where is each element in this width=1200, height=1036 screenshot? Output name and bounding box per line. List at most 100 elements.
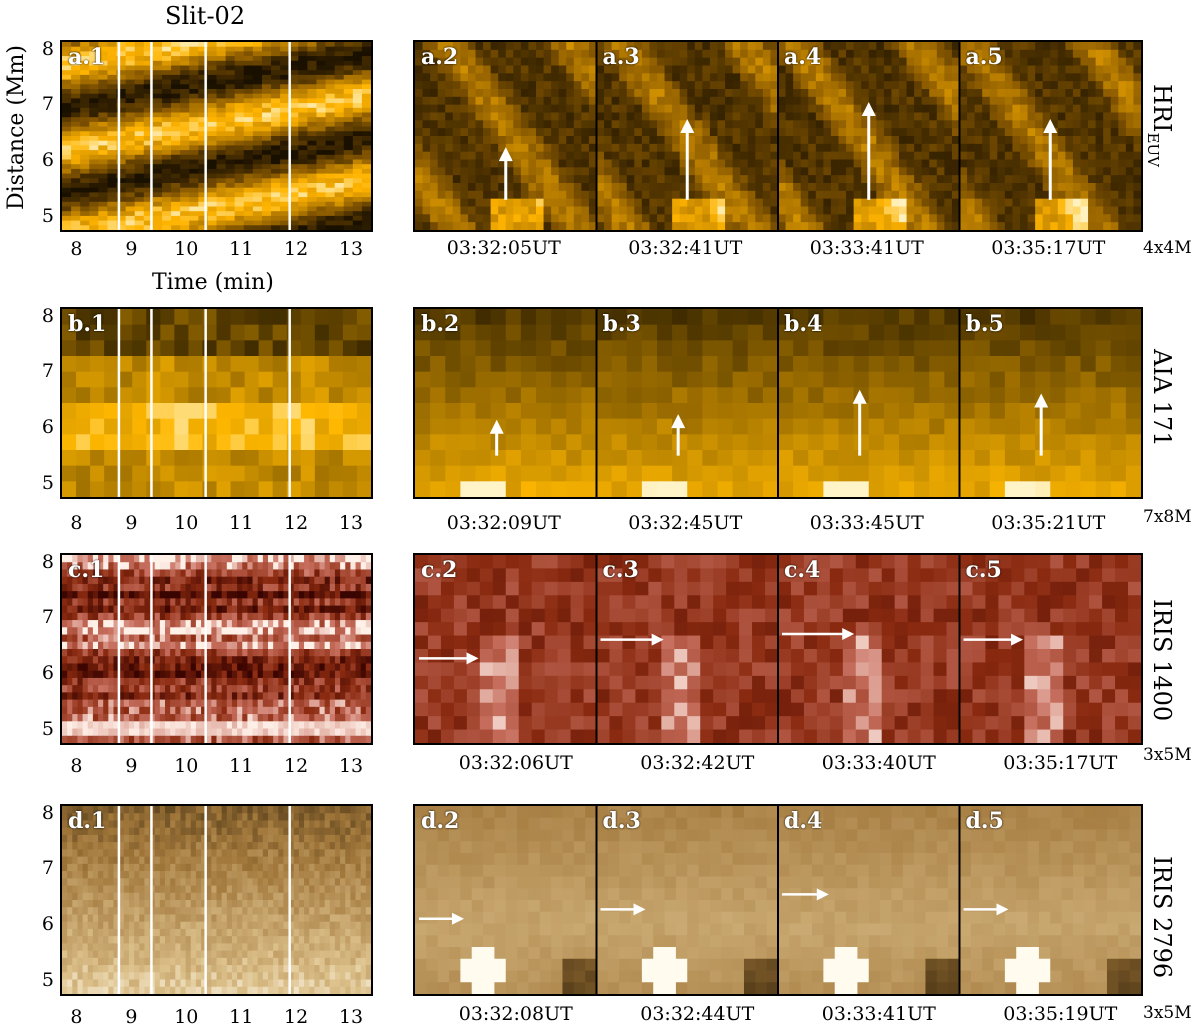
- pixel-cell: [967, 73, 976, 82]
- pixel-cell: [298, 220, 308, 226]
- pixel-cell: [1088, 73, 1097, 82]
- pixel-cell: [694, 151, 703, 161]
- pixel-cell: [258, 434, 274, 451]
- pixel-cell: [415, 340, 431, 357]
- pixel-cell: [588, 151, 598, 161]
- pixel-cell: [770, 175, 779, 184]
- pixel-cell: [280, 121, 290, 128]
- pixel-cell: [778, 104, 787, 114]
- pixel-cell: [778, 387, 794, 404]
- pixel-cell: [1057, 190, 1066, 200]
- arrow-icon: [498, 147, 513, 200]
- pixel-cell: [161, 51, 172, 57]
- pixel-cell: [1065, 309, 1082, 326]
- pixel-cell: [830, 136, 840, 145]
- pixel-cell: [298, 93, 308, 99]
- pixel-cell: [226, 576, 233, 585]
- pixel-cell: [216, 56, 227, 62]
- pixel-cell: [823, 96, 832, 106]
- pixel-cell: [581, 120, 590, 129]
- pixel-cell: [800, 49, 809, 59]
- pixel-cell: [198, 121, 209, 128]
- pixel-cell: [740, 183, 749, 192]
- pixel-cell: [118, 418, 133, 435]
- pixel-cell: [649, 42, 658, 51]
- pixel-cell: [437, 167, 446, 176]
- pixel-cell: [71, 60, 81, 67]
- pixel-cell: [243, 197, 254, 203]
- pixel-cell: [415, 214, 424, 223]
- pixel-cell: [460, 324, 477, 341]
- pixel-cell: [161, 70, 172, 76]
- pixel-cell: [883, 136, 893, 145]
- pixel-cell: [189, 98, 199, 104]
- pixel-cell: [325, 42, 336, 48]
- pixel-cell: [989, 206, 998, 215]
- pixel-cell: [289, 197, 299, 203]
- pixel-cell: [261, 121, 272, 128]
- pixel-cell: [778, 81, 787, 90]
- pixel-cell: [581, 190, 590, 200]
- pixel-cell: [611, 167, 620, 176]
- pixel-cell: [853, 309, 870, 326]
- pixel-cell: [243, 145, 254, 151]
- pixel-cell: [543, 57, 552, 67]
- pixel-cell: [1110, 403, 1127, 420]
- pixel-cell: [71, 42, 81, 48]
- pixel-cell: [247, 555, 254, 563]
- pixel-cell: [641, 340, 658, 357]
- pixel-cell: [171, 201, 181, 208]
- pixel-cell: [997, 159, 1006, 168]
- pixel-cell: [316, 145, 327, 151]
- pixel-cell: [982, 190, 991, 200]
- pixel-cell: [566, 371, 582, 388]
- pixel-cell: [929, 143, 938, 153]
- pixel-cell: [687, 73, 696, 82]
- panel-label-a.5: a.5: [965, 44, 1003, 70]
- pixel-cell: [125, 154, 136, 161]
- pixel-cell: [180, 183, 190, 189]
- pixel-cell: [709, 222, 719, 230]
- pixel-cell: [207, 131, 218, 137]
- pixel-cell: [664, 49, 673, 59]
- pixel-cell: [445, 128, 454, 137]
- pixel-cell: [80, 215, 90, 222]
- pixel-cell: [261, 150, 272, 156]
- pixel-cell: [334, 178, 345, 184]
- pixel-cell: [883, 42, 893, 51]
- pixel-cell: [271, 121, 281, 128]
- pixel-cell: [307, 164, 318, 170]
- pixel-cell: [161, 145, 172, 151]
- pixel-cell: [475, 167, 484, 176]
- pixel-cell: [152, 201, 163, 208]
- pixel-cell: [641, 387, 658, 404]
- pixel-cell: [876, 198, 885, 208]
- pixel-cell: [314, 418, 330, 435]
- pixel-cell: [108, 591, 115, 599]
- pixel-cell: [143, 187, 154, 193]
- pixel-cell: [566, 104, 575, 114]
- pixel-cell: [422, 190, 431, 200]
- pixel-cell: [717, 136, 726, 145]
- pixel-cell: [62, 46, 72, 52]
- pixel-cell: [1050, 340, 1066, 357]
- pixel-cell: [475, 128, 484, 137]
- pixel-cell: [725, 73, 734, 82]
- pixel-cell: [62, 178, 72, 184]
- pixel-cell: [936, 128, 945, 137]
- pixel-cell: [604, 214, 613, 223]
- pixel-cell: [430, 324, 446, 341]
- pixel-cell: [1057, 136, 1066, 145]
- pixel-cell: [755, 81, 764, 90]
- pixel-cell: [445, 65, 454, 74]
- pixel-cell: [717, 418, 734, 435]
- pixel-cell: [1027, 190, 1036, 200]
- pixel-cell: [755, 65, 764, 74]
- pixel-cell: [1050, 49, 1059, 59]
- pixel-cell: [1004, 198, 1014, 208]
- pixel-cell: [747, 324, 764, 341]
- pixel-cell: [1072, 183, 1082, 192]
- panel-label-b.4: b.4: [784, 311, 823, 337]
- pixel-cell: [770, 159, 779, 168]
- pixel-cell: [815, 206, 824, 215]
